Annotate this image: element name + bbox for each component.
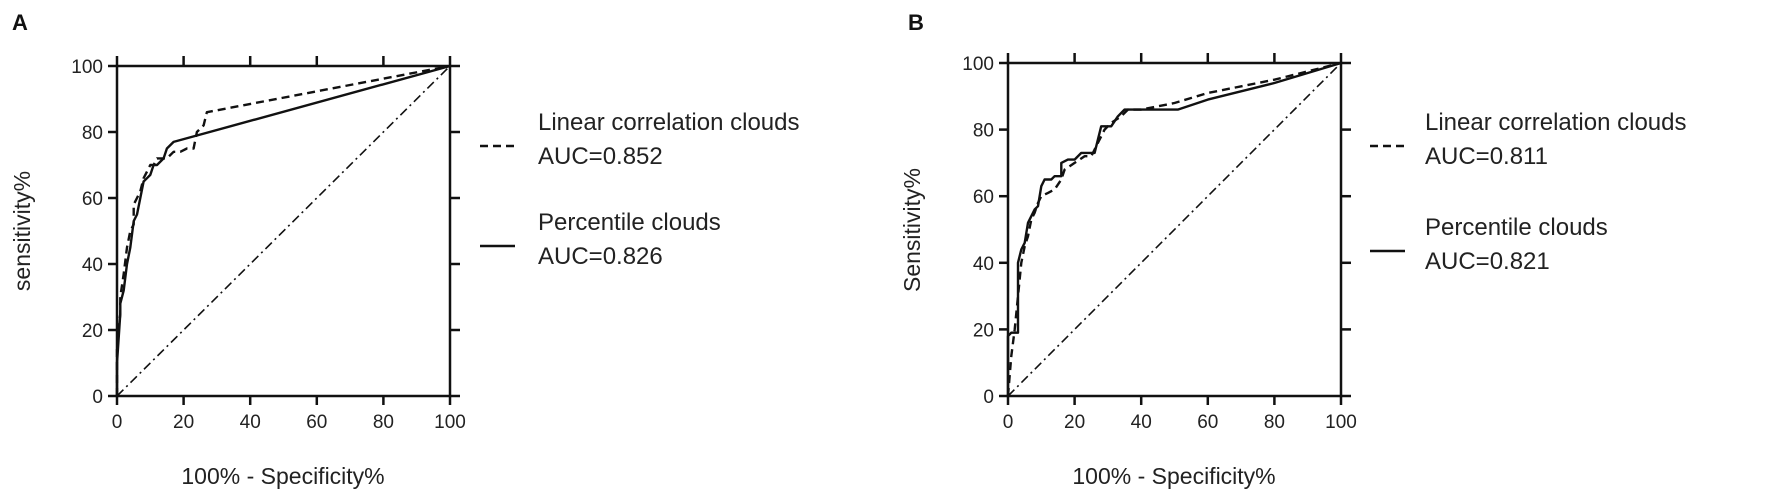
y-tick-label: 60	[973, 187, 994, 208]
roc-series-percentile	[115, 64, 451, 396]
legend-series-name: Linear correlation clouds	[538, 109, 799, 136]
legend-auc: AUC=0.826	[538, 243, 663, 270]
legend-auc: AUC=0.821	[1425, 248, 1550, 275]
x-tick-label: 40	[240, 412, 261, 433]
x-tick-label: 60	[306, 412, 327, 433]
roc-series-linear-correlation	[115, 64, 451, 396]
y-tick-label: 40	[973, 254, 994, 275]
x-tick-label: 0	[1003, 412, 1014, 433]
plot-frame-a	[115, 64, 452, 398]
x-tick-label: 0	[112, 412, 123, 433]
x-tick-label: 100	[1325, 412, 1357, 433]
panel-letter-a: A	[12, 10, 28, 35]
panel-letter-b: B	[908, 10, 924, 35]
x-axis-label-a: 100% - Specificity%	[181, 463, 384, 489]
x-tick-label: 20	[1064, 412, 1085, 433]
y-tick-label: 100	[962, 54, 994, 75]
legend-auc: AUC=0.852	[538, 143, 663, 170]
legend-series-name: Percentile clouds	[1425, 214, 1608, 241]
x-tick-label: 40	[1131, 412, 1152, 433]
roc-series-percentile	[1006, 61, 1342, 396]
reference-diagonal	[1007, 62, 1342, 397]
y-tick-label: 0	[983, 387, 994, 408]
y-tick-label: 60	[82, 189, 103, 210]
y-tick-label: 0	[92, 387, 103, 408]
x-tick-label: 100	[434, 412, 466, 433]
plot-frame-b	[1006, 61, 1343, 398]
y-axis-label-b: Sensitivity%	[899, 168, 925, 292]
legend-series-name: Linear correlation clouds	[1425, 109, 1686, 136]
x-tick-label: 80	[373, 412, 394, 433]
x-axis-label-b: 100% - Specificity%	[1072, 463, 1275, 489]
y-tick-label: 80	[973, 121, 994, 142]
y-tick-label: 80	[82, 123, 103, 144]
y-tick-label: 40	[82, 255, 103, 276]
y-tick-label: 20	[82, 321, 103, 342]
reference-diagonal	[116, 65, 451, 397]
legend-series-name: Percentile clouds	[538, 209, 721, 236]
x-tick-label: 80	[1264, 412, 1285, 433]
x-tick-label: 20	[173, 412, 194, 433]
y-tick-label: 100	[71, 57, 103, 78]
roc-chart-a: A 0 20 40 60 80 100 0 20 40 60 80 100 Linear correla…	[9, 10, 799, 489]
roc-chart-b: B 0 20 40 60 80 100 0 20 40 60 80 100 Linear correla…	[899, 10, 1686, 489]
x-tick-label: 60	[1197, 412, 1218, 433]
y-axis-label-a: sensitivity%	[9, 171, 35, 291]
y-tick-label: 20	[973, 320, 994, 341]
legend-auc: AUC=0.811	[1425, 143, 1548, 170]
